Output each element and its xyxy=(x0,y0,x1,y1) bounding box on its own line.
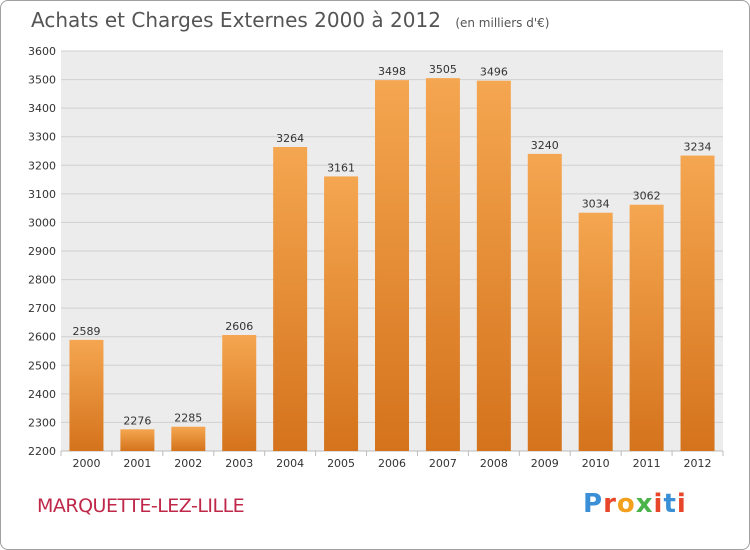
commune-name: MARQUETTE-LEZ-LILLE xyxy=(37,495,245,517)
logo-letter: P xyxy=(583,489,604,519)
value-label-2005: 3161 xyxy=(327,161,355,174)
bar-2007 xyxy=(425,78,460,452)
bar-2002 xyxy=(171,426,206,451)
value-label-2010: 3034 xyxy=(582,198,610,211)
y-tick-label: 2700 xyxy=(28,302,56,315)
value-label-2006: 3498 xyxy=(378,65,406,78)
x-tick-label-2001: 2001 xyxy=(123,457,151,470)
logo-letter: i xyxy=(676,489,687,519)
logo-letter: x xyxy=(635,489,654,519)
y-tick-label: 3200 xyxy=(28,159,56,172)
y-tick-label: 2200 xyxy=(28,445,56,458)
y-tick-label: 2300 xyxy=(28,416,56,429)
chart-title: Achats et Charges Externes 2000 à 2012 xyxy=(31,8,441,32)
bar-2008 xyxy=(476,80,511,451)
proxiti-logo[interactable]: Proxiti xyxy=(583,489,687,519)
x-tick-label-2006: 2006 xyxy=(378,457,406,470)
y-tick-label: 3000 xyxy=(28,216,56,229)
value-label-2007: 3505 xyxy=(429,63,457,76)
x-tick-label-2002: 2002 xyxy=(174,457,202,470)
value-label-2003: 2606 xyxy=(225,320,253,333)
x-tick-label-2009: 2009 xyxy=(531,457,559,470)
chart-unit: (en milliers d'€) xyxy=(455,16,550,30)
bar-2000 xyxy=(69,339,104,451)
y-tick-label: 3500 xyxy=(28,74,56,87)
chart-title-block: Achats et Charges Externes 2000 à 2012 (… xyxy=(31,8,549,32)
logo-letter: o xyxy=(616,489,636,519)
value-label-2002: 2285 xyxy=(174,412,202,425)
y-tick-label: 2800 xyxy=(28,274,56,287)
value-label-2000: 2589 xyxy=(72,325,100,338)
bar-2004 xyxy=(273,147,308,451)
value-label-2011: 3062 xyxy=(633,190,661,203)
x-tick-label-2000: 2000 xyxy=(72,457,100,470)
x-tick-label-2008: 2008 xyxy=(480,457,508,470)
bar-2005 xyxy=(324,176,359,451)
value-label-2001: 2276 xyxy=(123,414,151,427)
value-label-2004: 3264 xyxy=(276,132,304,145)
bar-2006 xyxy=(375,80,409,452)
x-tick-label-2012: 2012 xyxy=(684,457,712,470)
value-label-2012: 3234 xyxy=(684,141,712,154)
x-tick-label-2005: 2005 xyxy=(327,457,355,470)
y-tick-label: 3400 xyxy=(28,102,56,115)
bar-2010 xyxy=(578,212,613,451)
x-tick-label-2010: 2010 xyxy=(582,457,610,470)
bar-2012 xyxy=(680,155,715,452)
logo-letter: r xyxy=(603,489,617,519)
y-tick-label: 3600 xyxy=(28,45,56,58)
y-tick-label: 2600 xyxy=(28,331,56,344)
bar-2009 xyxy=(527,153,562,451)
y-tick-label: 2500 xyxy=(28,359,56,372)
x-tick-label-2007: 2007 xyxy=(429,457,457,470)
y-tick-label: 3100 xyxy=(28,188,56,201)
bar-2003 xyxy=(222,335,257,451)
x-tick-label-2011: 2011 xyxy=(633,457,661,470)
logo-letter: t xyxy=(663,489,677,519)
logo-letter: i xyxy=(653,489,664,519)
value-label-2008: 3496 xyxy=(480,66,508,79)
y-tick-label: 2900 xyxy=(28,245,56,258)
y-tick-label: 3300 xyxy=(28,131,56,144)
value-label-2009: 3240 xyxy=(531,139,559,152)
y-tick-label: 2400 xyxy=(28,388,56,401)
bar-2001 xyxy=(120,429,155,451)
bar-2011 xyxy=(629,204,664,451)
x-tick-label-2003: 2003 xyxy=(225,457,253,470)
x-tick-label-2004: 2004 xyxy=(276,457,304,470)
